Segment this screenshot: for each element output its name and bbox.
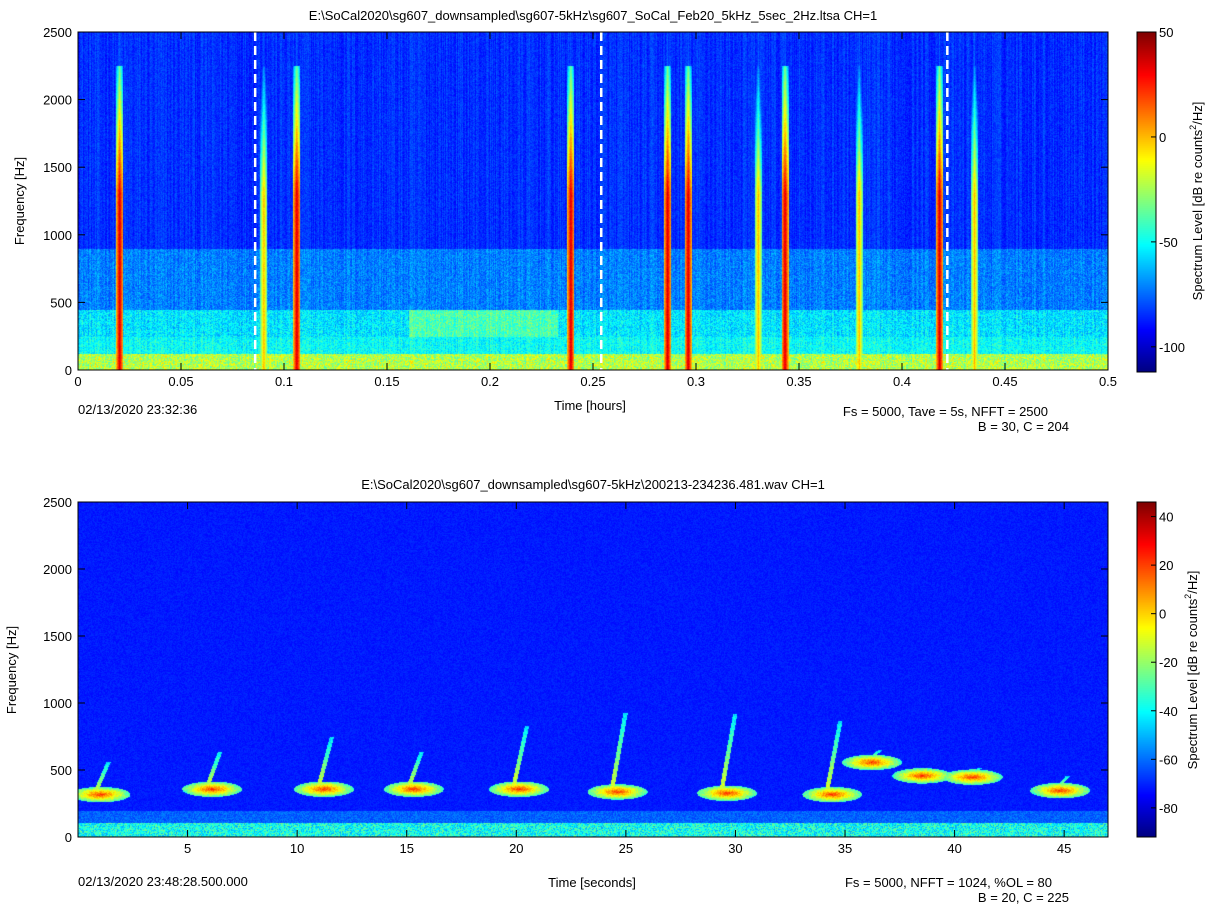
x-tick-label: 45 (1057, 841, 1071, 856)
x-tick-label: 0.15 (374, 374, 399, 389)
wav-start-time: 02/13/2020 23:48:28.500.000 (78, 874, 248, 889)
ltsa-x-label: Time [hours] (554, 398, 626, 413)
colorbar-tick-label: -20 (1159, 655, 1178, 670)
ltsa-x-ticks: 0 0.05 0.1 0.15 0.2 0.25 0.3 0.35 0.4 0.45 0.5 (74, 32, 1117, 389)
ltsa-image-holder (78, 32, 1108, 370)
wav-x-ticks: 5 10 15 20 25 30 35 40 45 (184, 502, 1071, 856)
y-tick-label: 2000 (43, 562, 72, 577)
x-tick-label: 25 (619, 841, 633, 856)
colorbar-tick-label: 0 (1159, 607, 1166, 622)
ltsa-y-label: Frequency [Hz] (12, 157, 27, 245)
x-tick-label: 35 (838, 841, 852, 856)
wav-colorbar-holder (1137, 502, 1156, 837)
ltsa-colorbar-ticks: -100 -50 0 50 (1151, 25, 1185, 355)
colorbar-tick-label: -40 (1159, 704, 1178, 719)
wav-panel: E:\SoCal2020\sg607_downsampled\sg607-5kH… (4, 477, 1200, 905)
wav-colorbar-frame (1136, 501, 1157, 838)
colorbar-tick-label: 20 (1159, 558, 1173, 573)
wav-colorbar (1137, 502, 1156, 837)
y-tick-label: 500 (50, 763, 72, 778)
colorbar-tick-label: 40 (1159, 510, 1173, 525)
wav-title: E:\SoCal2020\sg607_downsampled\sg607-5kH… (361, 477, 825, 492)
x-tick-label: 0.25 (580, 374, 605, 389)
x-tick-label: 0.5 (1099, 374, 1117, 389)
ltsa-colorbar-label-sup: 2 (1188, 125, 1198, 130)
ltsa-dashed-markers (253, 32, 949, 370)
colorbar-tick-label: -80 (1159, 801, 1178, 816)
y-tick-label: 1500 (43, 629, 72, 644)
x-tick-label: 0 (74, 374, 81, 389)
wav-colorbar-label-sup: 2 (1183, 594, 1193, 599)
x-tick-label: 0.3 (687, 374, 705, 389)
x-tick-label: 30 (728, 841, 742, 856)
wav-colorbar-label-main: Spectrum Level [dB re counts (1185, 598, 1200, 769)
y-tick-label: 2500 (43, 495, 72, 510)
y-tick-label: 2000 (43, 93, 72, 108)
wav-colorbar-ticks: -80 -60 -40 -20 0 20 40 (1151, 510, 1178, 816)
ltsa-panel: E:\SoCal2020\sg607_downsampled\sg607-5kH… (12, 8, 1205, 434)
wav-spectrogram-image (78, 502, 1108, 837)
ltsa-colorbar-label-main: Spectrum Level [dB re counts (1190, 129, 1205, 300)
colorbar-tick-label: 50 (1159, 25, 1173, 40)
y-tick-label: 1500 (43, 160, 72, 175)
ltsa-start-time: 02/13/2020 23:32:36 (78, 402, 197, 417)
ltsa-title: E:\SoCal2020\sg607_downsampled\sg607-5kH… (309, 8, 877, 23)
colorbar-tick-label: -50 (1159, 235, 1178, 250)
ltsa-colorbar-holder (1137, 32, 1156, 372)
x-tick-label: 0.4 (893, 374, 911, 389)
ltsa-params-line1: Fs = 5000, Tave = 5s, NFFT = 2500 (843, 404, 1048, 419)
y-tick-label: 0 (65, 363, 72, 378)
y-tick-label: 1000 (43, 696, 72, 711)
x-tick-label: 40 (947, 841, 961, 856)
wav-image-holder (78, 502, 1108, 837)
wav-params-line1: Fs = 5000, NFFT = 1024, %OL = 80 (845, 875, 1052, 890)
wav-x-label: Time [seconds] (548, 875, 636, 890)
ltsa-spectrogram-image (78, 32, 1108, 370)
y-tick-label: 500 (50, 295, 72, 310)
ltsa-colorbar-label-end: /Hz] (1190, 102, 1205, 125)
y-tick-label: 0 (65, 830, 72, 845)
ltsa-colorbar-label: Spectrum Level [dB re counts2/Hz] (1188, 102, 1205, 301)
x-tick-label: 0.1 (275, 374, 293, 389)
wav-y-ticks: 0 500 1000 1500 2000 2500 (43, 495, 1108, 845)
x-tick-label: 20 (509, 841, 523, 856)
y-tick-label: 2500 (43, 25, 72, 40)
x-tick-label: 10 (290, 841, 304, 856)
wav-colorbar-label: Spectrum Level [dB re counts2/Hz] (1183, 571, 1200, 770)
colorbar-tick-label: -100 (1159, 340, 1185, 355)
x-tick-label: 0.45 (992, 374, 1017, 389)
y-tick-label: 1000 (43, 228, 72, 243)
x-tick-label: 15 (399, 841, 413, 856)
wav-params-line2: B = 20, C = 225 (978, 890, 1069, 905)
ltsa-colorbar-frame (1136, 31, 1157, 373)
ltsa-params-line2: B = 30, C = 204 (978, 419, 1069, 434)
x-tick-label: 0.05 (168, 374, 193, 389)
wav-colorbar-label-end: /Hz] (1185, 571, 1200, 594)
wav-plot-frame (77, 501, 1109, 838)
ltsa-colorbar (1137, 32, 1156, 372)
x-tick-label: 5 (184, 841, 191, 856)
x-tick-label: 0.35 (786, 374, 811, 389)
wav-y-label: Frequency [Hz] (4, 626, 19, 714)
x-tick-label: 0.2 (481, 374, 499, 389)
ltsa-y-ticks: 0 500 1000 1500 2000 2500 (43, 25, 1108, 378)
colorbar-tick-label: -60 (1159, 752, 1178, 767)
colorbar-tick-label: 0 (1159, 130, 1166, 145)
